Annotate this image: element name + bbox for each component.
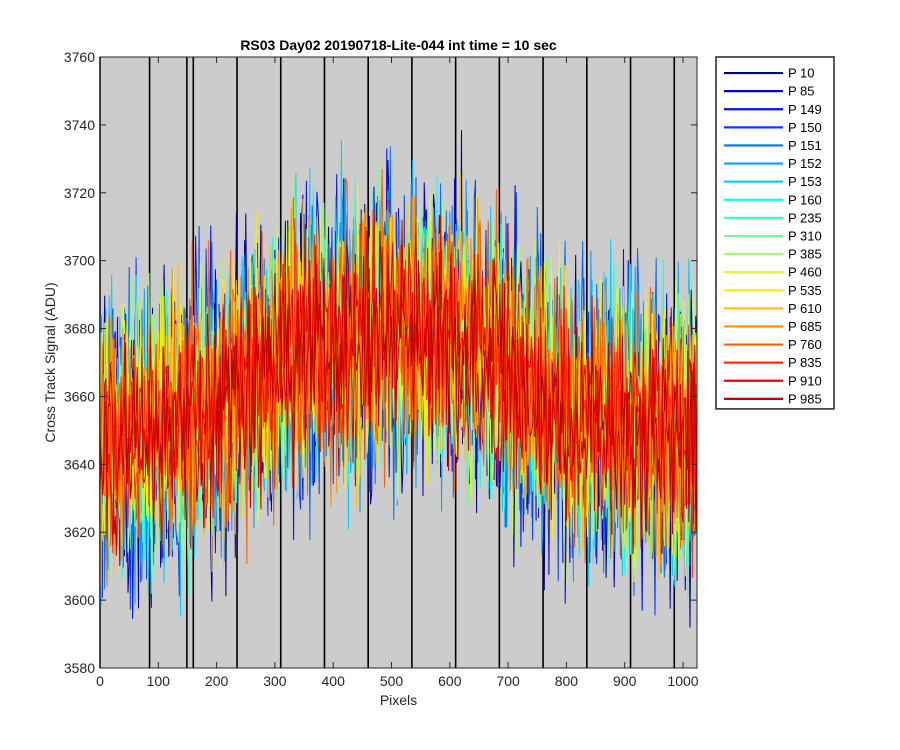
legend-label: P 610 [788, 301, 822, 316]
y-tick-label: 3720 [64, 185, 95, 201]
legend-box [715, 56, 835, 410]
legend-label: P 460 [788, 265, 822, 280]
legend-label: P 235 [788, 210, 822, 225]
legend-item: P 150 [724, 120, 822, 135]
legend-label: P 835 [788, 355, 822, 370]
y-tick-label: 3580 [64, 660, 95, 676]
legend-item: P 149 [724, 102, 822, 117]
legend-label: P 760 [788, 337, 822, 352]
x-tick-label: 300 [263, 673, 287, 689]
legend-item: P 152 [724, 156, 822, 171]
legend-label: P 910 [788, 373, 822, 388]
legend-item: P 460 [724, 265, 822, 280]
legend-label: P 150 [788, 120, 822, 135]
x-tick-label: 600 [438, 673, 462, 689]
x-tick-label: 800 [555, 673, 579, 689]
y-tick-label: 3620 [64, 524, 95, 540]
y-tick-label: 3740 [64, 117, 95, 133]
legend-item: P 535 [724, 283, 822, 298]
legend-item: P 685 [724, 319, 822, 334]
legend-item: P 760 [724, 337, 822, 352]
x-tick-label: 100 [147, 673, 171, 689]
legend: P 10 P 85 P 149 P 150 P 151 P 152 P 153 P 160 P … [715, 56, 835, 410]
x-axis-ticks: 0 100 200 300 400 500 600 700 800 900 1000 [96, 57, 699, 689]
legend-item: P 85 [724, 84, 815, 99]
legend-label: P 151 [788, 138, 822, 153]
legend-label: P 153 [788, 174, 822, 189]
legend-label: P 10 [788, 66, 815, 81]
legend-label: P 310 [788, 228, 822, 243]
legend-label: P 385 [788, 247, 822, 262]
legend-label: P 152 [788, 156, 822, 171]
legend-item: P 910 [724, 373, 822, 388]
legend-label: P 685 [788, 319, 822, 334]
legend-item: P 151 [724, 138, 822, 153]
x-tick-label: 500 [380, 673, 404, 689]
legend-item: P 10 [724, 66, 815, 81]
x-tick-label: 400 [322, 673, 346, 689]
y-axis-ticks: 3580 3600 3620 3640 3660 3680 3700 3720 3740 3760 [64, 49, 697, 676]
x-tick-label: 0 [96, 673, 104, 689]
y-tick-label: 3680 [64, 321, 95, 337]
legend-item: P 835 [724, 355, 822, 370]
y-tick-label: 3660 [64, 388, 95, 404]
x-tick-label: 200 [205, 673, 229, 689]
x-tick-label: 700 [496, 673, 520, 689]
plot-frame [99, 56, 698, 669]
y-tick-label: 3640 [64, 456, 95, 472]
series-lines [99, 130, 698, 628]
x-tick-label: 900 [613, 673, 637, 689]
legend-item: P 235 [724, 210, 822, 225]
legend-item: P 985 [724, 391, 822, 406]
series-line-p-985 [99, 219, 698, 556]
legend-label: P 535 [788, 283, 822, 298]
legend-item: P 610 [724, 301, 822, 316]
x-tick-label: 1000 [667, 673, 698, 689]
legend-item: P 153 [724, 174, 822, 189]
legend-item: P 160 [724, 192, 822, 207]
legend-label: P 149 [788, 102, 822, 117]
legend-item: P 310 [724, 228, 822, 243]
y-axis-label: Cross Track Signal (ADU) [42, 282, 58, 442]
x-axis-label: Pixels [380, 692, 417, 708]
legend-label: P 985 [788, 391, 822, 406]
legend-label: P 85 [788, 84, 815, 99]
chart-title: RS03 Day02 20190718-Lite-044 int time = … [240, 37, 557, 53]
y-tick-label: 3600 [64, 592, 95, 608]
y-tick-label: 3760 [64, 49, 95, 65]
y-tick-label: 3700 [64, 253, 95, 269]
legend-label: P 160 [788, 192, 822, 207]
legend-item: P 385 [724, 247, 822, 262]
